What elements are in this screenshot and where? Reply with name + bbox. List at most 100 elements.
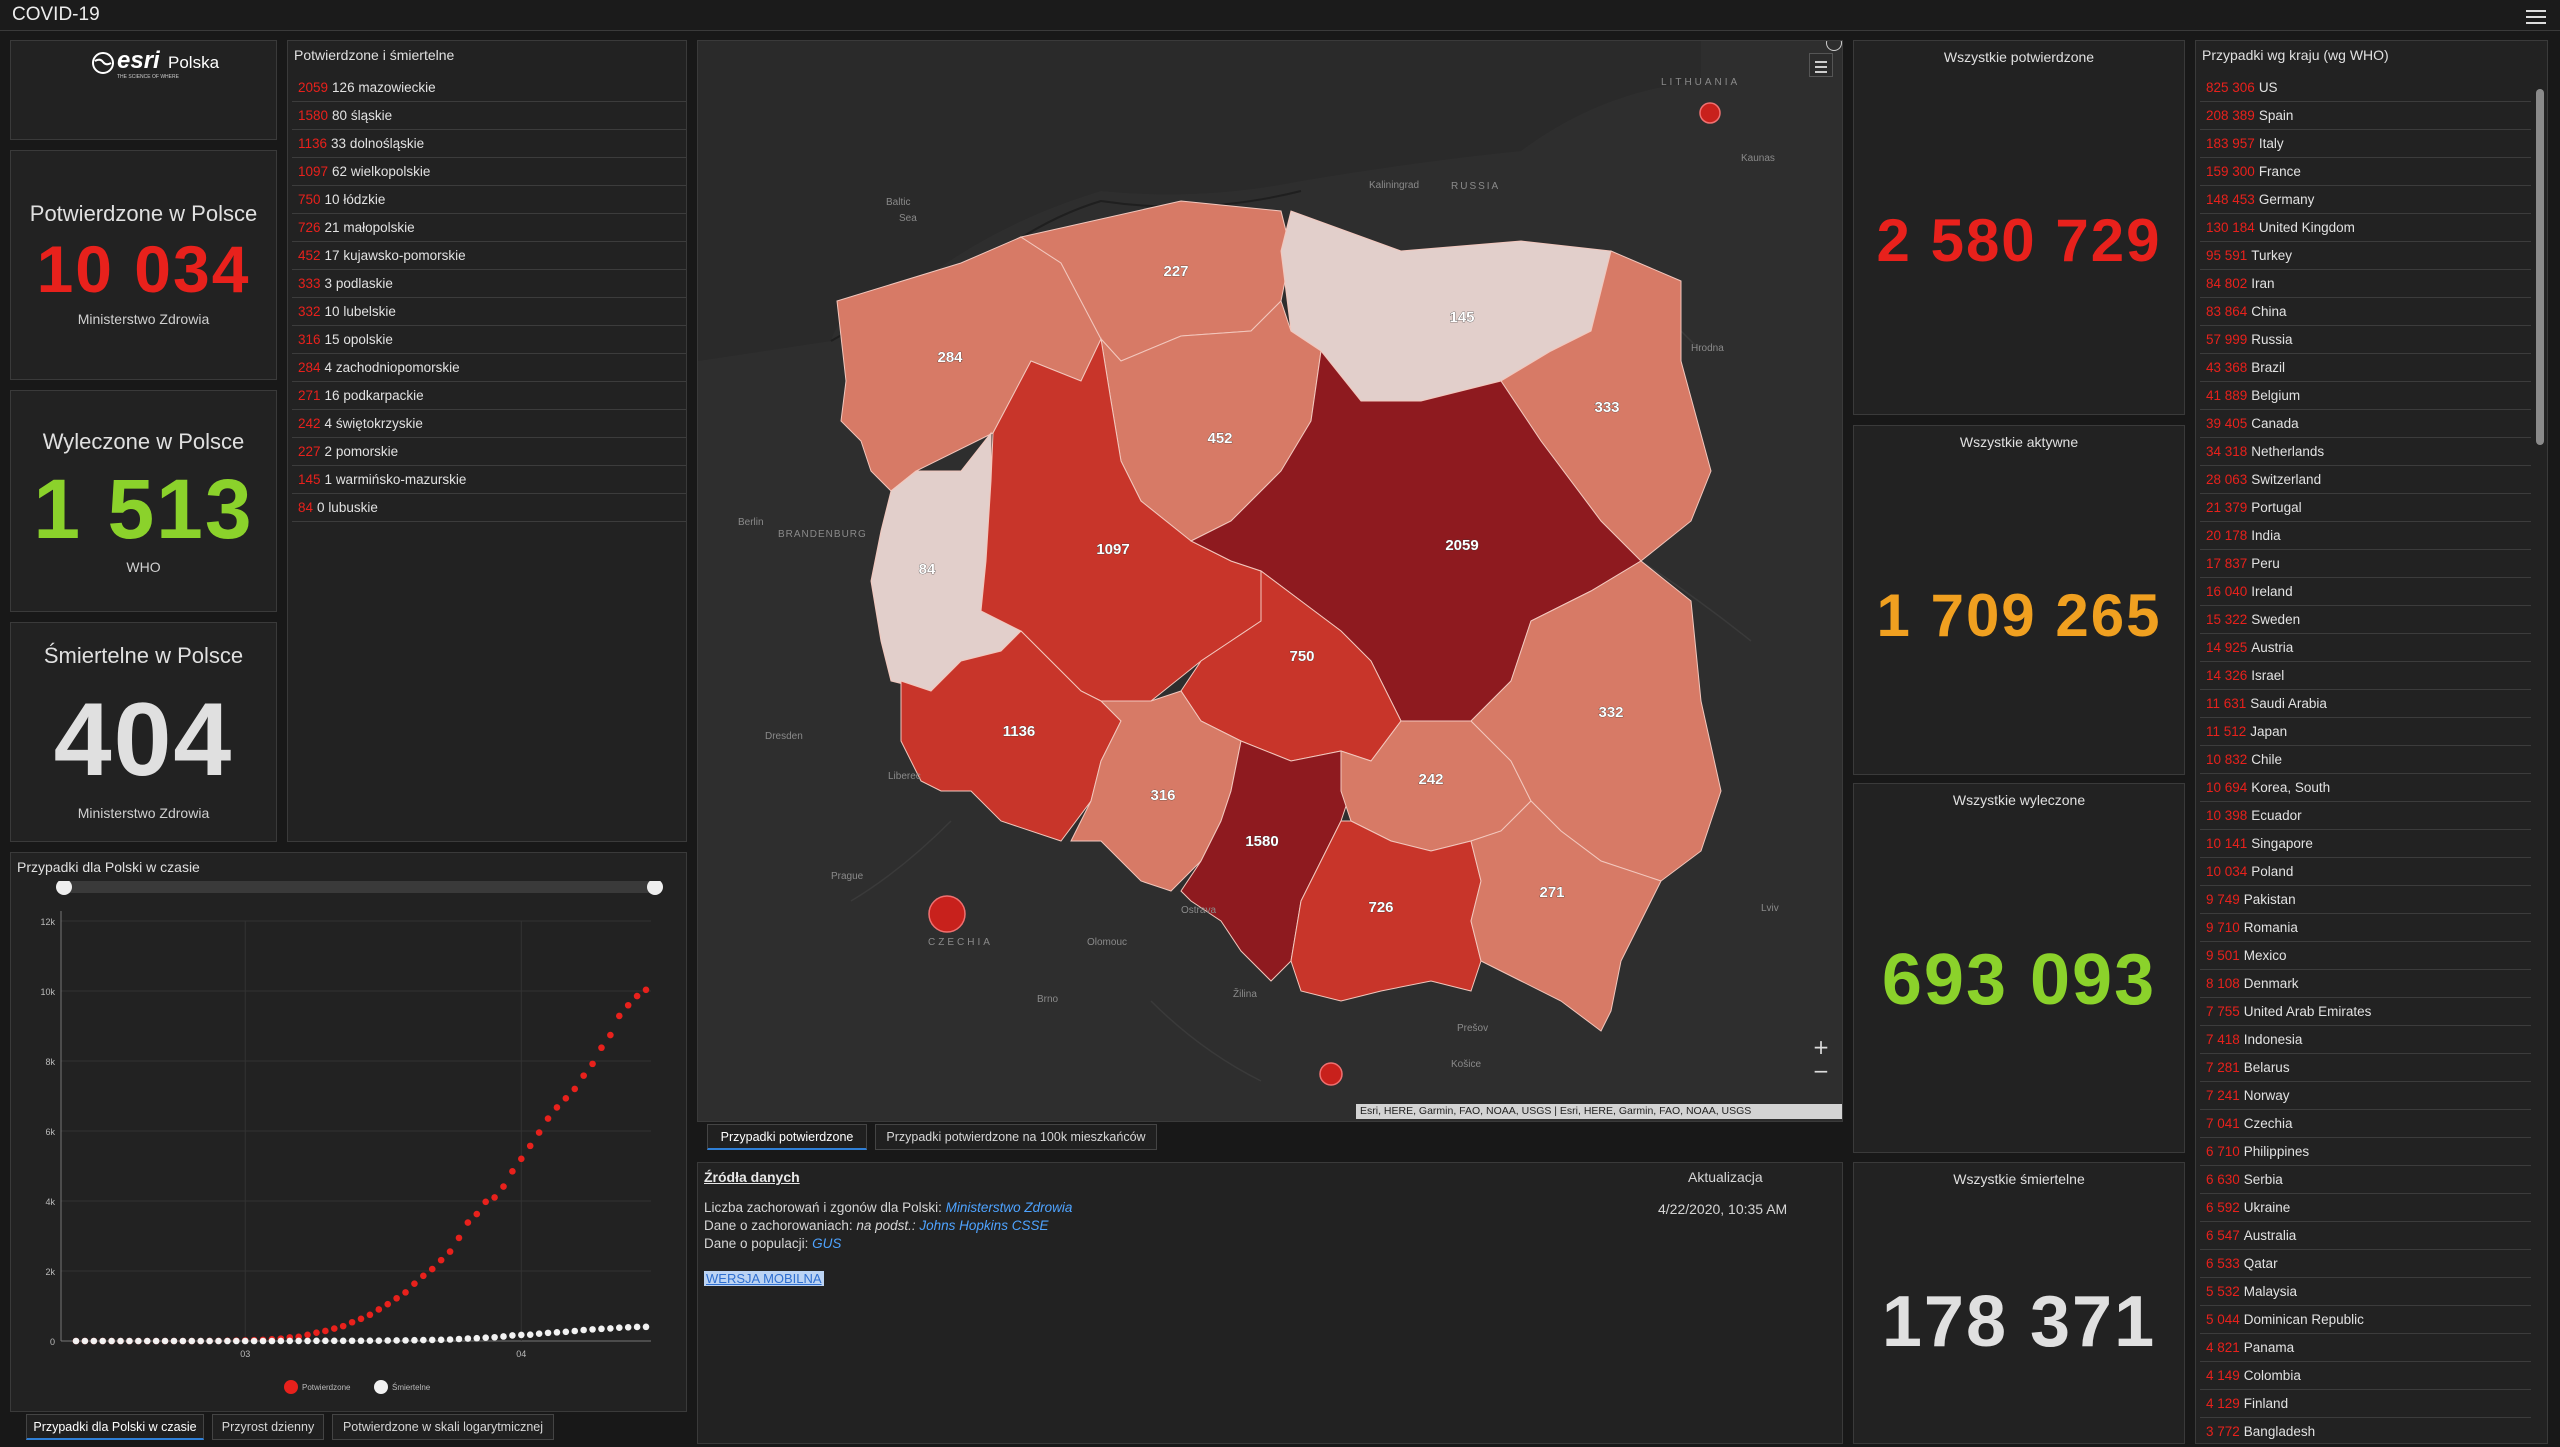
list-item[interactable]: 3 772 Bangladesh — [2200, 1418, 2531, 1443]
tab-timeline-cases[interactable]: Przypadki dla Polski w czasie — [26, 1414, 204, 1440]
zoom-in-button[interactable]: + — [1812, 1035, 1830, 1059]
list-item[interactable]: 15 322 Sweden — [2200, 606, 2531, 634]
list-item[interactable]: 5 532 Malaysia — [2200, 1278, 2531, 1306]
list-item[interactable]: 6 630 Serbia — [2200, 1166, 2531, 1194]
list-item[interactable]: 6 547 Australia — [2200, 1222, 2531, 1250]
countries-list[interactable]: 825 306 US 208 389 Spain 183 957 Italy 159 300… — [2200, 74, 2531, 1443]
point-deaths — [509, 1332, 516, 1339]
list-item[interactable]: 84 0 lubuskie — [292, 494, 686, 522]
list-item[interactable]: 16 040 Ireland — [2200, 578, 2531, 606]
list-item[interactable]: 10 398 Ecuador — [2200, 802, 2531, 830]
list-item[interactable]: 825 306 US — [2200, 74, 2531, 102]
list-item[interactable]: 95 591 Turkey — [2200, 242, 2531, 270]
country-value: 9 501 — [2206, 948, 2240, 963]
point-deaths — [126, 1337, 133, 1345]
list-item[interactable]: 43 368 Brazil — [2200, 354, 2531, 382]
country-value: 11 631 — [2206, 696, 2247, 711]
mobile-version-link[interactable]: WERSJA MOBILNA — [704, 1271, 824, 1286]
list-item[interactable]: 332 10 lubelskie — [292, 298, 686, 326]
menu-icon[interactable] — [2526, 6, 2546, 24]
legend-list-icon[interactable] — [1809, 53, 1833, 77]
country-value: 10 694 — [2206, 780, 2248, 795]
list-item[interactable]: 2059 126 mazowieckie — [292, 74, 686, 102]
list-item[interactable]: 9 749 Pakistan — [2200, 886, 2531, 914]
region-label-pomorskie: 227 — [1163, 263, 1188, 280]
country-value: 4 149 — [2206, 1368, 2240, 1383]
list-item[interactable]: 39 405 Canada — [2200, 410, 2531, 438]
list-item[interactable]: 271 16 podkarpackie — [292, 382, 686, 410]
list-item[interactable]: 57 999 Russia — [2200, 326, 2531, 354]
list-item[interactable]: 750 10 łódzkie — [292, 186, 686, 214]
x-tick-label: 03 — [240, 1349, 250, 1359]
list-item[interactable]: 84 802 Iran — [2200, 270, 2531, 298]
list-item[interactable]: 10 141 Singapore — [2200, 830, 2531, 858]
world-confirmed-panel: Wszystkie potwierdzone 2 580 729 — [1853, 40, 2185, 415]
list-item[interactable]: 130 184 United Kingdom — [2200, 214, 2531, 242]
range-slider-handle-right[interactable] — [647, 881, 663, 895]
tab-map-per-100k[interactable]: Przypadki potwierdzone na 100k mieszkańc… — [875, 1124, 1157, 1150]
country-name: Switzerland — [2251, 472, 2322, 487]
country-name: US — [2258, 80, 2278, 95]
list-item[interactable]: 284 4 zachodniopomorskie — [292, 354, 686, 382]
list-item[interactable]: 7 418 Indonesia — [2200, 1026, 2531, 1054]
list-item[interactable]: 145 1 warmińsko-mazurskie — [292, 466, 686, 494]
list-item[interactable]: 9 501 Mexico — [2200, 942, 2531, 970]
list-item[interactable]: 208 389 Spain — [2200, 102, 2531, 130]
list-item[interactable]: 1097 62 wielkopolskie — [292, 158, 686, 186]
list-item[interactable]: 14 326 Israel — [2200, 662, 2531, 690]
point-deaths — [259, 1337, 267, 1345]
list-item[interactable]: 7 281 Belarus — [2200, 1054, 2531, 1082]
list-item[interactable]: 10 832 Chile — [2200, 746, 2531, 774]
list-item[interactable]: 8 108 Denmark — [2200, 970, 2531, 998]
tab-log-scale[interactable]: Potwierdzone w skali logarytmicznej — [332, 1414, 554, 1440]
list-item[interactable]: 159 300 France — [2200, 158, 2531, 186]
scrollbar[interactable] — [2536, 89, 2544, 445]
range-slider-handle-left[interactable] — [56, 881, 72, 895]
list-item[interactable]: 4 821 Panama — [2200, 1334, 2531, 1362]
link-johns-hopkins[interactable]: Johns Hopkins CSSE — [919, 1218, 1049, 1233]
list-item[interactable]: 4 129 Finland — [2200, 1390, 2531, 1418]
list-item[interactable]: 333 3 podlaskie — [292, 270, 686, 298]
region-label-kujawsko: 452 — [1207, 430, 1232, 447]
point-confirmed — [330, 1325, 338, 1332]
tab-map-confirmed[interactable]: Przypadki potwierdzone — [707, 1124, 867, 1150]
list-item[interactable]: 148 453 Germany — [2200, 186, 2531, 214]
list-item[interactable]: 242 4 świętokrzyskie — [292, 410, 686, 438]
list-item[interactable]: 1580 80 śląskie — [292, 102, 686, 130]
list-item[interactable]: 227 2 pomorskie — [292, 438, 686, 466]
list-item[interactable]: 6 592 Ukraine — [2200, 1194, 2531, 1222]
map-panel[interactable]: 284 227 145 333 452 84 1097 2059 750 113… — [697, 40, 1843, 1122]
list-item[interactable]: 5 044 Dominican Republic — [2200, 1306, 2531, 1334]
list-item[interactable]: 1136 33 dolnośląskie — [292, 130, 686, 158]
list-item[interactable]: 6 533 Qatar — [2200, 1250, 2531, 1278]
list-item[interactable]: 10 034 Poland — [2200, 858, 2531, 886]
poland-deaths-panel: Śmiertelne w Polsce 404 Ministerstwo Zdr… — [10, 622, 277, 842]
list-item[interactable]: 9 710 Romania — [2200, 914, 2531, 942]
list-item[interactable]: 28 063 Switzerland — [2200, 466, 2531, 494]
list-item[interactable]: 7 041 Czechia — [2200, 1110, 2531, 1138]
list-item[interactable]: 4 149 Colombia — [2200, 1362, 2531, 1390]
list-item[interactable]: 316 15 opolskie — [292, 326, 686, 354]
list-item[interactable]: 6 710 Philippines — [2200, 1138, 2531, 1166]
list-item[interactable]: 726 21 małopolskie — [292, 214, 686, 242]
list-item[interactable]: 452 17 kujawsko-pomorskie — [292, 242, 686, 270]
list-item[interactable]: 34 318 Netherlands — [2200, 438, 2531, 466]
list-item[interactable]: 14 925 Austria — [2200, 634, 2531, 662]
list-item[interactable]: 41 889 Belgium — [2200, 382, 2531, 410]
list-item[interactable]: 83 864 China — [2200, 298, 2531, 326]
map-canvas[interactable]: 284 227 145 333 452 84 1097 2059 750 113… — [698, 41, 1843, 1122]
list-item[interactable]: 21 379 Portugal — [2200, 494, 2531, 522]
list-item[interactable]: 10 694 Korea, South — [2200, 774, 2531, 802]
zoom-out-button[interactable]: − — [1812, 1059, 1830, 1083]
list-item[interactable]: 7 755 United Arab Emirates — [2200, 998, 2531, 1026]
list-item[interactable]: 11 631 Saudi Arabia — [2200, 690, 2531, 718]
country-value: 7 041 — [2206, 1116, 2240, 1131]
list-item[interactable]: 7 241 Norway — [2200, 1082, 2531, 1110]
link-gus[interactable]: GUS — [812, 1236, 842, 1251]
tab-daily-growth[interactable]: Przyrost dzienny — [212, 1414, 324, 1440]
link-ministerstwo-zdrowia[interactable]: Ministerstwo Zdrowia — [945, 1200, 1073, 1215]
list-item[interactable]: 20 178 India — [2200, 522, 2531, 550]
list-item[interactable]: 11 512 Japan — [2200, 718, 2531, 746]
list-item[interactable]: 17 837 Peru — [2200, 550, 2531, 578]
list-item[interactable]: 183 957 Italy — [2200, 130, 2531, 158]
